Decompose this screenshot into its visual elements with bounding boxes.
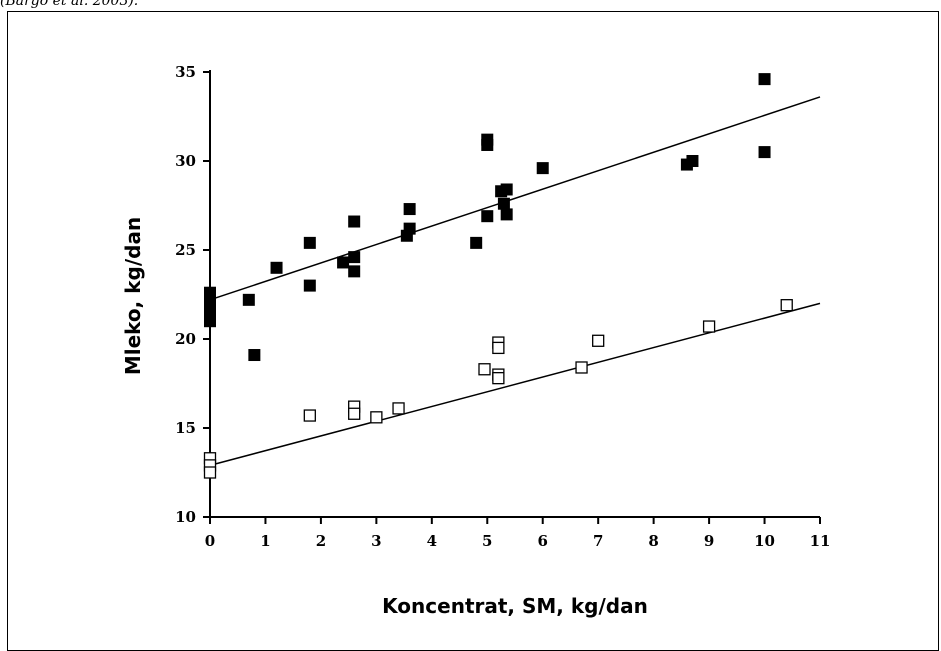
x-tick-label: 5 bbox=[482, 532, 492, 550]
filled-square-point bbox=[497, 197, 510, 210]
fit-line-1 bbox=[209, 96, 821, 301]
x-axis-title: Koncentrat, SM, kg/dan bbox=[382, 594, 648, 618]
filled-square-point bbox=[500, 183, 513, 196]
open-square-point bbox=[348, 407, 361, 420]
open-square-point bbox=[370, 411, 383, 424]
filled-square-point bbox=[481, 210, 494, 223]
open-square-point bbox=[492, 341, 505, 355]
x-tick-label: 0 bbox=[205, 532, 215, 550]
filled-square-point bbox=[481, 138, 494, 151]
open-square-point bbox=[392, 402, 405, 415]
y-tick-label: 10 bbox=[175, 508, 196, 526]
y-tick-label: 15 bbox=[175, 419, 196, 437]
filled-square-point bbox=[403, 203, 416, 216]
filled-square-point bbox=[348, 265, 361, 278]
y-tick-label: 20 bbox=[175, 330, 196, 348]
filled-square-point bbox=[270, 261, 283, 274]
chart-axes: 0 1 2 3 4 5 6 7 8 9 10 11 10 15 20 25 30 35 bbox=[175, 63, 830, 550]
open-square-point bbox=[575, 361, 588, 374]
scatter-chart: 0 1 2 3 4 5 6 7 8 9 10 11 10 15 20 25 30 35 Koncentrat, S… bbox=[121, 63, 830, 618]
y-tick-label: 35 bbox=[175, 63, 196, 81]
filled-square-point bbox=[204, 315, 216, 328]
x-tick-label: 9 bbox=[704, 532, 714, 550]
y-tick-label: 30 bbox=[175, 152, 196, 170]
filled-square-point bbox=[242, 293, 255, 306]
filled-square-point bbox=[337, 256, 350, 269]
x-tick-label: 1 bbox=[260, 532, 270, 550]
filled-square-point bbox=[303, 236, 316, 249]
open-square-point bbox=[492, 372, 505, 385]
y-tick-label: 25 bbox=[175, 241, 196, 259]
filled-square-point bbox=[536, 162, 549, 175]
open-square-point bbox=[702, 320, 716, 333]
fit-line-2 bbox=[209, 302, 821, 467]
filled-square-point bbox=[248, 349, 261, 362]
filled-square-point bbox=[500, 208, 513, 221]
x-tick-label: 10 bbox=[754, 532, 775, 550]
open-square-point bbox=[303, 409, 316, 422]
open-square-point bbox=[780, 299, 793, 312]
x-tick-label: 11 bbox=[810, 532, 831, 550]
open-square-point bbox=[478, 363, 491, 376]
data-points bbox=[203, 73, 793, 479]
x-tick-label: 6 bbox=[538, 532, 548, 550]
filled-square-point bbox=[758, 146, 771, 159]
filled-square-point bbox=[686, 155, 699, 167]
regression-lines bbox=[209, 96, 821, 467]
figure-caption: (Bargo et al. 2003). bbox=[0, 0, 139, 9]
x-tick-label: 7 bbox=[593, 532, 603, 550]
open-square-point bbox=[203, 466, 217, 479]
x-tick-label: 2 bbox=[316, 532, 326, 550]
filled-square-point bbox=[348, 251, 361, 264]
x-tick-label: 3 bbox=[371, 532, 381, 550]
open-square-point bbox=[592, 334, 605, 347]
filled-square-point bbox=[470, 236, 483, 249]
filled-square-point bbox=[403, 222, 416, 235]
filled-square-point bbox=[303, 279, 316, 292]
x-tick-label: 4 bbox=[427, 532, 437, 550]
filled-square-point bbox=[758, 73, 771, 86]
x-tick-label: 8 bbox=[648, 532, 658, 550]
y-axis-title: Mleko, kg/dan bbox=[121, 217, 145, 375]
filled-square-point bbox=[348, 215, 361, 228]
